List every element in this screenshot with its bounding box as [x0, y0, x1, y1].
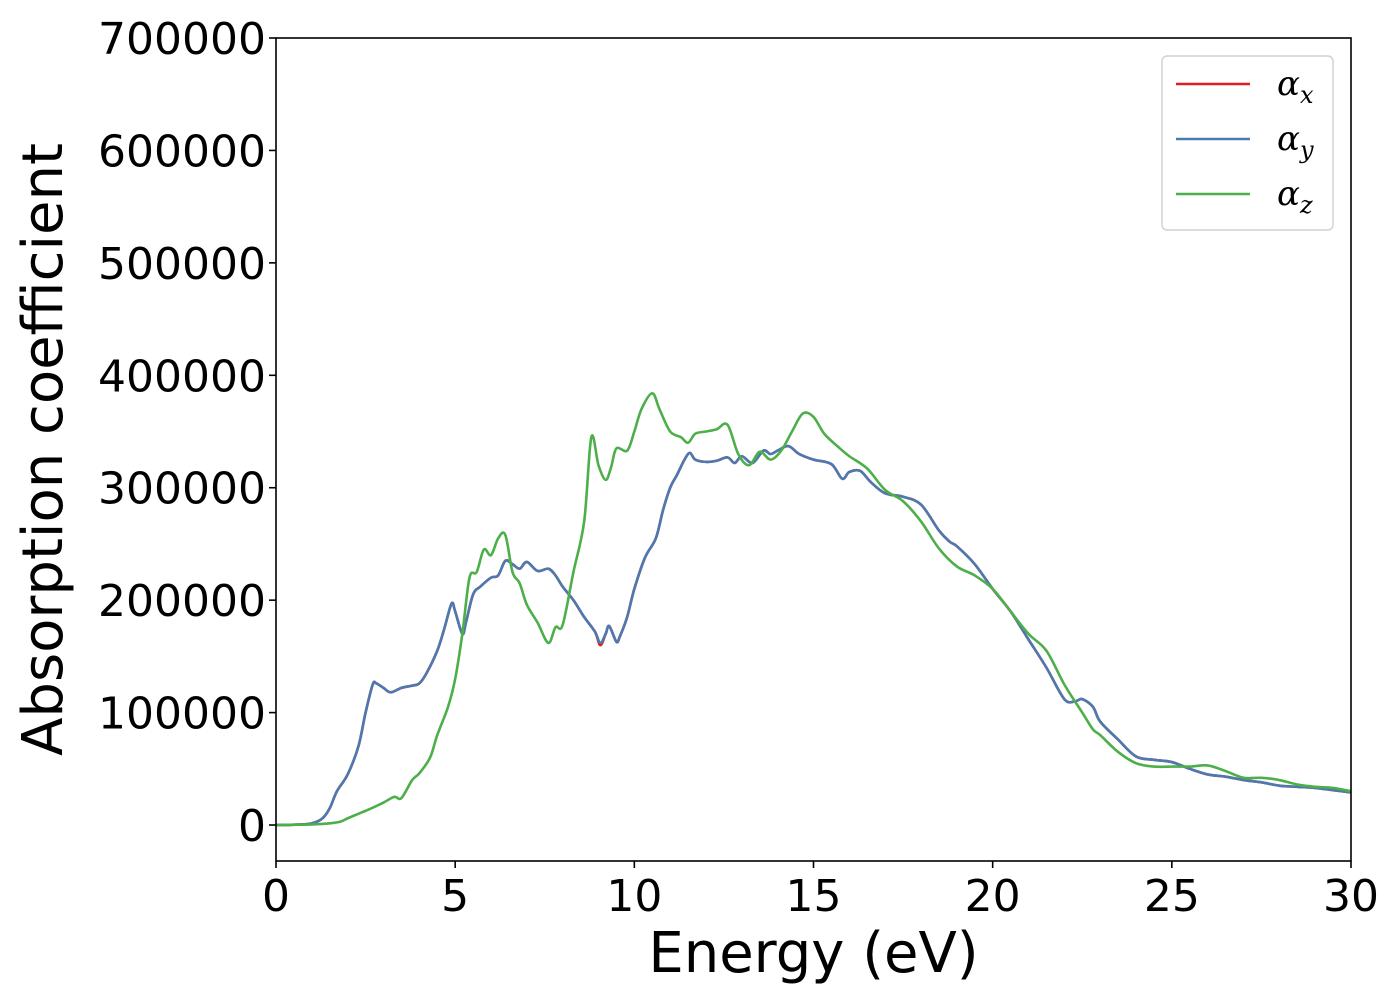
y-axis-label: Absorption coefficient — [11, 143, 76, 756]
x-tick-label: 20 — [965, 871, 1021, 922]
legend-entry: αz — [1277, 174, 1313, 219]
series-line-alpha-y — [276, 444, 1351, 827]
legend-entry: αx — [1277, 64, 1314, 109]
x-axis-ticks: 0 5 10 15 20 25 30 — [262, 861, 1379, 922]
x-axis-label: Energy (eV) — [648, 921, 978, 986]
x-tick-label: 15 — [786, 871, 842, 922]
y-tick-label: 200000 — [98, 576, 266, 627]
x-tick-label: 0 — [262, 871, 290, 922]
y-tick-label: 500000 — [98, 239, 266, 290]
x-tick-label: 30 — [1323, 871, 1379, 922]
x-tick-label: 10 — [606, 871, 662, 922]
legend: αx αy αz — [1161, 55, 1334, 231]
y-tick-label: 300000 — [98, 464, 266, 515]
y-tick-label: 700000 — [98, 14, 266, 65]
series-line-alpha-z — [276, 391, 1351, 827]
x-tick-label: 25 — [1144, 871, 1200, 922]
x-tick-label: 5 — [441, 871, 469, 922]
y-tick-label: 400000 — [98, 351, 266, 402]
y-tick-label: 0 — [238, 801, 266, 852]
y-axis-ticks: 0 100000 200000 300000 400000 500000 600000 700… — [98, 14, 276, 852]
legend-entry: αy — [1277, 119, 1314, 164]
y-tick-label: 100000 — [98, 689, 266, 740]
series-layer — [276, 391, 1351, 827]
y-tick-label: 600000 — [98, 126, 266, 177]
legend-box — [1161, 55, 1334, 231]
